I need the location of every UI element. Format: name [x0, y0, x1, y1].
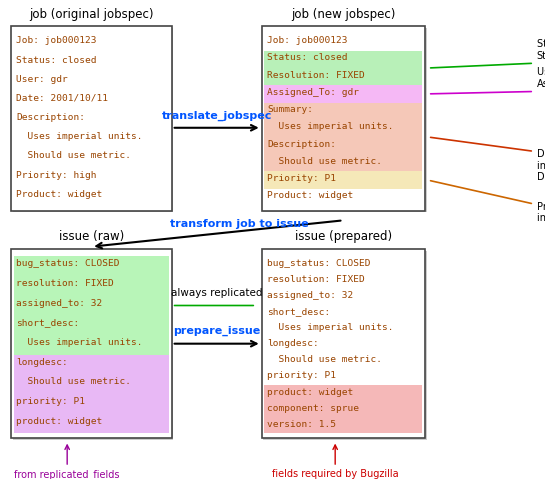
FancyBboxPatch shape: [11, 26, 172, 211]
Text: Should use metric.: Should use metric.: [267, 157, 382, 166]
FancyBboxPatch shape: [262, 249, 425, 438]
Text: Job: job000123: Job: job000123: [267, 36, 348, 45]
Text: short_desc:: short_desc:: [16, 319, 80, 327]
Text: translate_jobspec: translate_jobspec: [161, 110, 272, 121]
Text: priority: P1: priority: P1: [16, 397, 86, 406]
Text: Uses imperial units.: Uses imperial units.: [16, 338, 143, 347]
FancyBboxPatch shape: [264, 385, 422, 433]
Text: product: widget: product: widget: [267, 388, 353, 397]
Text: Priority: P1: Priority: P1: [267, 174, 336, 183]
FancyBboxPatch shape: [264, 85, 422, 103]
Text: version: 1.5: version: 1.5: [267, 420, 336, 429]
Text: bug_status: CLOSED: bug_status: CLOSED: [16, 259, 120, 268]
Text: job (new jobspec): job (new jobspec): [291, 8, 396, 21]
Text: longdesc:: longdesc:: [16, 358, 68, 367]
Text: Status: closed: Status: closed: [267, 53, 348, 62]
Text: issue (raw): issue (raw): [59, 230, 124, 243]
Text: Product: widget: Product: widget: [16, 190, 102, 199]
Text: assigned_to: 32: assigned_to: 32: [16, 298, 102, 308]
FancyBboxPatch shape: [264, 171, 422, 189]
Text: Date: 2001/10/11: Date: 2001/10/11: [16, 94, 108, 103]
Text: Summary:: Summary:: [267, 105, 313, 114]
Text: Uses imperial units.: Uses imperial units.: [16, 132, 143, 141]
FancyBboxPatch shape: [262, 26, 425, 211]
Text: resolution: FIXED: resolution: FIXED: [16, 279, 114, 288]
Text: longdesc:: longdesc:: [267, 339, 319, 348]
Text: Should use metric.: Should use metric.: [16, 377, 131, 387]
Text: User: gdr: User: gdr: [16, 75, 68, 84]
FancyBboxPatch shape: [263, 28, 427, 212]
Text: assigned_to: 32: assigned_to: 32: [267, 291, 353, 300]
Text: Assigned_To: gdr: Assigned_To: gdr: [267, 88, 359, 97]
Text: Job: job000123: Job: job000123: [16, 36, 97, 46]
FancyBboxPatch shape: [11, 249, 172, 438]
Text: Product: widget: Product: widget: [267, 191, 353, 200]
Text: Should use metric.: Should use metric.: [16, 151, 131, 160]
FancyBboxPatch shape: [263, 251, 427, 440]
Text: priority: P1: priority: P1: [267, 372, 336, 380]
Text: Description:: Description:: [16, 113, 86, 122]
FancyBboxPatch shape: [264, 103, 422, 171]
Text: from replicated_fields: from replicated_fields: [14, 469, 120, 479]
Text: Priority translated
into Bugzilla-style: Priority translated into Bugzilla-style: [537, 202, 545, 223]
Text: prepare_issue: prepare_issue: [173, 326, 261, 336]
Text: Uses imperial units.: Uses imperial units.: [267, 122, 393, 131]
FancyBboxPatch shape: [13, 251, 173, 440]
Text: Resolution: FIXED: Resolution: FIXED: [267, 70, 365, 80]
Text: transform job to issue: transform job to issue: [170, 219, 308, 229]
Text: issue (prepared): issue (prepared): [295, 230, 392, 243]
Text: job (original jobspec): job (original jobspec): [29, 8, 154, 21]
FancyBboxPatch shape: [13, 28, 173, 212]
Text: Priority: high: Priority: high: [16, 171, 97, 180]
FancyBboxPatch shape: [14, 256, 169, 355]
Text: component: sprue: component: sprue: [267, 404, 359, 413]
Text: User becomes
Assigned_To: User becomes Assigned_To: [537, 67, 545, 89]
Text: Description broken
into Summary and
Description: Description broken into Summary and Desc…: [537, 149, 545, 182]
Text: always replicated: always replicated: [171, 288, 262, 298]
FancyBboxPatch shape: [264, 51, 422, 85]
Text: bug_status: CLOSED: bug_status: CLOSED: [267, 259, 371, 268]
Text: Status: closed: Status: closed: [16, 56, 97, 65]
Text: Should use metric.: Should use metric.: [267, 355, 382, 365]
Text: Description:: Description:: [267, 139, 336, 148]
Text: resolution: FIXED: resolution: FIXED: [267, 275, 365, 284]
FancyBboxPatch shape: [14, 355, 169, 433]
Text: short_desc:: short_desc:: [267, 307, 330, 316]
Text: product: widget: product: widget: [16, 417, 102, 426]
Text: fields required by Bugzilla: fields required by Bugzilla: [272, 469, 398, 479]
Text: Uses imperial units.: Uses imperial units.: [267, 323, 393, 332]
Text: Status becomes
Status/Resolution.: Status becomes Status/Resolution.: [537, 39, 545, 61]
